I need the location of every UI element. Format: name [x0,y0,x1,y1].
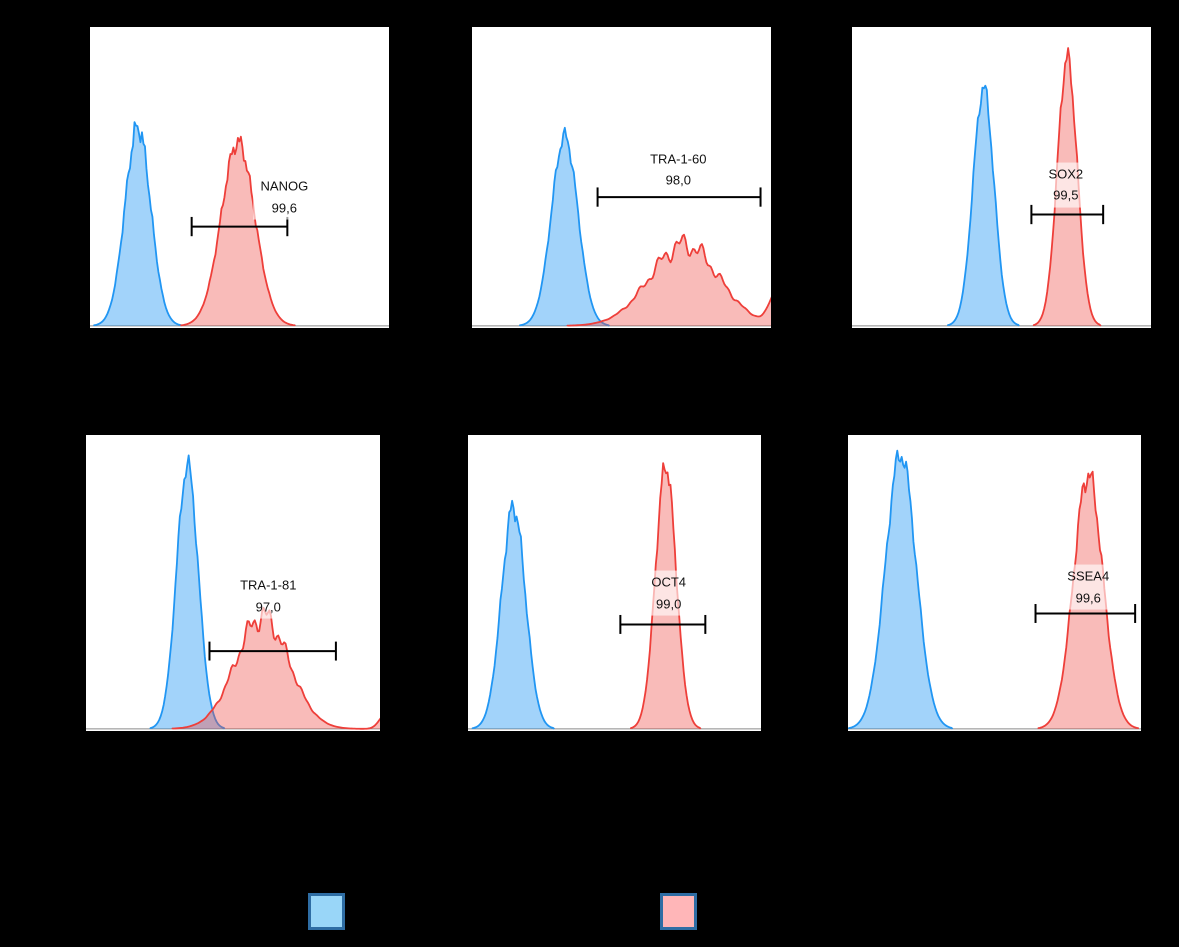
oct4-histogram-plot [468,435,761,731]
oct4-gate-label: OCT4 99,0 [644,570,694,616]
marker-percent: 99,0 [656,596,682,612]
tra-1-81-histogram-plot [86,435,380,731]
legend [0,885,1179,940]
marker-name: SOX2 [1048,166,1084,182]
marker-percent: 99,6 [271,200,297,216]
tra-1-60-gate-label: TRA-1-60 98,0 [643,147,714,193]
marker-name: OCT4 [651,574,687,590]
marker-name: SSEA4 [1067,569,1110,584]
nanog-histogram-plot [90,27,389,328]
histogram-panel-oct4: OCT4 99,0 [466,433,763,733]
histogram-panel-ssea4: SSEA4 99,6 [846,433,1143,733]
marker-percent: 99,6 [1075,590,1101,606]
marker-name: TRA-1-81 [240,577,297,593]
tra-1-60-histogram-plot [472,27,771,328]
nanog-gate-label: NANOG 99,6 [253,174,316,220]
legend-swatch-stained-icon [660,893,697,930]
marker-percent: 99,5 [1053,188,1079,204]
marker-percent: 97,0 [255,599,281,615]
tra-1-81-gate-label: TRA-1-81 97,0 [233,573,304,619]
marker-name: NANOG [260,178,309,194]
legend-swatch-control-icon [308,893,345,930]
histogram-panel-tra-1-81: TRA-1-81 97,0 [84,433,382,733]
marker-name: TRA-1-60 [650,151,707,167]
histogram-panel-sox2: SOX2 99,5 [850,25,1153,330]
histogram-panel-nanog: NANOG 99,6 [88,25,391,330]
sox2-gate-label: SOX2 99,5 [1041,162,1091,208]
sox2-histogram-plot [852,27,1151,328]
ssea4-gate-label: SSEA4 99,6 [1060,565,1117,610]
marker-percent: 98,0 [665,172,691,188]
histogram-panel-tra-1-60: TRA-1-60 98,0 [470,25,773,330]
